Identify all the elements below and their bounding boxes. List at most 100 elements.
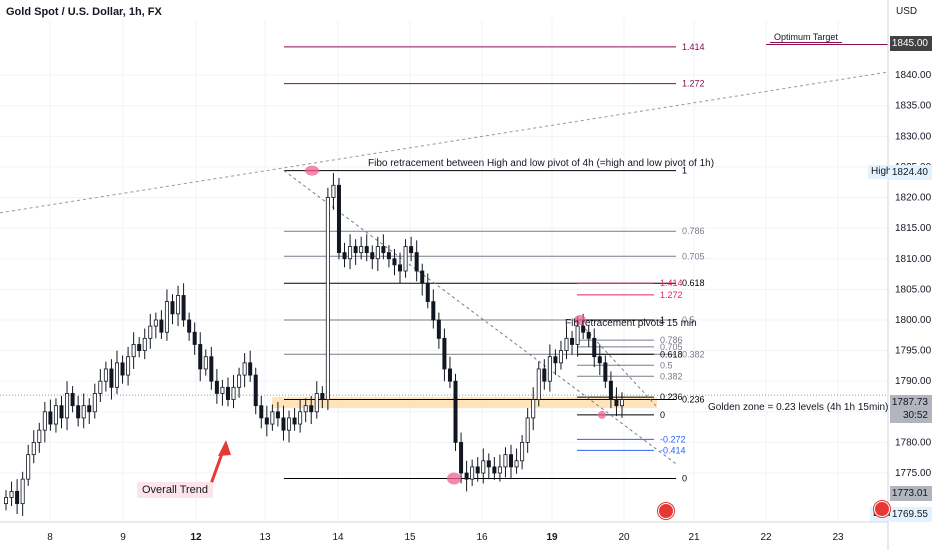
candle-body	[81, 405, 86, 419]
candle-body	[436, 319, 441, 339]
candle-body	[597, 356, 602, 364]
candle-body	[364, 246, 369, 254]
chart-title: Gold Spot / U.S. Dollar, 1h, FX	[6, 6, 162, 18]
fib-15m-label: -0.414	[660, 445, 686, 455]
candle-body	[392, 258, 397, 266]
fib-15m-label: 0	[660, 410, 665, 420]
candle-body	[120, 362, 125, 376]
us-flag-event-icon[interactable]	[658, 503, 674, 519]
candle-body	[475, 466, 480, 474]
candle-body	[514, 460, 519, 468]
candle-body	[420, 270, 425, 284]
candle-body	[564, 337, 569, 351]
candle-body	[137, 344, 142, 351]
candle-body	[570, 337, 575, 345]
candle-body	[248, 362, 253, 376]
y-tick-label: 1790.00	[895, 376, 932, 387]
y-tick-label: 1820.00	[895, 193, 932, 204]
candle-body	[520, 442, 525, 462]
y-tick-label: 1830.00	[895, 131, 932, 142]
candle-body	[325, 197, 330, 400]
fib-15m-label: 0.382	[660, 371, 683, 381]
candle-body	[287, 417, 292, 431]
candle-body	[503, 454, 508, 468]
candle-body	[608, 380, 613, 400]
fib-4h-label: 1	[682, 166, 687, 176]
candle-body	[170, 301, 175, 315]
candle-body	[592, 337, 597, 358]
pivot-markers	[305, 165, 606, 485]
x-tick-label: 15	[404, 532, 416, 543]
candle-body	[486, 460, 491, 468]
y-tick-label: 1795.00	[895, 346, 932, 357]
candle-body	[281, 417, 286, 431]
candle-body	[231, 386, 236, 400]
candle-body	[237, 374, 242, 388]
optimum-target-label: Optimum Target	[770, 32, 842, 43]
fib-4h-label: 0.618	[682, 278, 705, 288]
y-tick-label: 1805.00	[895, 284, 932, 295]
candle-body	[220, 386, 225, 394]
candle-body	[114, 362, 119, 388]
candle-body	[381, 246, 386, 254]
candle-body	[87, 405, 92, 413]
candle-body	[497, 466, 502, 474]
y-tick-label: 1780.00	[895, 437, 932, 448]
x-tick-label: 20	[618, 532, 630, 543]
candle-body	[187, 319, 192, 333]
fib-15m-label: 0.5	[660, 360, 673, 370]
candles	[4, 173, 625, 516]
high-label: High	[868, 165, 895, 179]
fib-4h-label: 0.786	[682, 226, 705, 236]
candle-body	[386, 252, 391, 260]
candle-body	[103, 368, 108, 382]
y-tick-label: 1800.00	[895, 315, 932, 326]
candle-body	[53, 405, 58, 425]
candle-body	[375, 246, 380, 260]
x-tick-label: 22	[760, 532, 772, 543]
us-flag-marker-icon	[874, 501, 890, 517]
candle-body	[525, 417, 530, 443]
candle-body	[331, 184, 336, 198]
trend-arrow-head	[218, 440, 231, 456]
golden-zone-note: Golden zone = 0.23 levels (4h 1h 15min)	[708, 402, 889, 413]
y-tick-label: 1840.00	[895, 70, 932, 81]
candle-body	[59, 405, 64, 419]
candle-body	[409, 246, 414, 254]
candle-body	[342, 252, 347, 260]
red-price-tag: 1773.01	[890, 486, 932, 501]
candle-body	[492, 466, 497, 474]
high-price-tag: 1824.40	[890, 165, 932, 180]
candle-body	[264, 417, 269, 425]
candle-body	[442, 337, 447, 370]
candle-body	[225, 386, 230, 400]
candle-body	[292, 417, 297, 425]
candle-body	[464, 472, 469, 480]
candle-body	[553, 356, 558, 364]
fib-main-note: Fibo retracement between High and low pi…	[368, 158, 715, 169]
candle-body	[431, 301, 436, 321]
countdown-tag: 30:52	[890, 408, 932, 423]
grid	[0, 20, 888, 522]
candle-body	[603, 362, 608, 382]
target-price-tag: 1845.00	[890, 36, 932, 51]
candle-body	[9, 490, 14, 498]
candle-body	[176, 295, 181, 315]
candle-body	[98, 380, 103, 394]
candle-body	[131, 344, 136, 358]
candle-body	[26, 454, 31, 480]
pivot-15m-low-marker	[598, 410, 606, 419]
y-tick-label: 1835.00	[895, 101, 932, 112]
candle-body	[614, 399, 619, 407]
fib-15m-label: 0.618	[660, 349, 683, 359]
currency-label[interactable]: USD	[896, 6, 918, 17]
y-tick-label: 1815.00	[895, 223, 932, 234]
candle-body	[76, 405, 81, 419]
fib-15m-label: 0.705	[660, 342, 683, 352]
y-tick-label: 1810.00	[895, 254, 932, 265]
fib-15m-label: 1	[660, 315, 665, 325]
candle-body	[470, 466, 475, 480]
candle-body	[314, 393, 319, 413]
candle-body	[31, 442, 36, 456]
